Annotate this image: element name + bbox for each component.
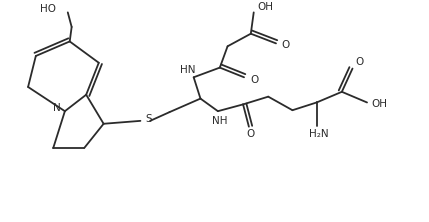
Text: N: N xyxy=(53,103,61,113)
Text: O: O xyxy=(282,40,290,50)
Text: NH: NH xyxy=(212,116,227,126)
Text: H₂N: H₂N xyxy=(309,129,329,139)
Text: O: O xyxy=(355,57,364,67)
Text: HN: HN xyxy=(180,65,196,75)
Text: O: O xyxy=(251,75,259,85)
Text: O: O xyxy=(247,129,255,139)
Text: OH: OH xyxy=(372,99,388,109)
Text: HO: HO xyxy=(40,4,56,14)
Text: S: S xyxy=(145,114,152,124)
Text: OH: OH xyxy=(257,2,274,12)
